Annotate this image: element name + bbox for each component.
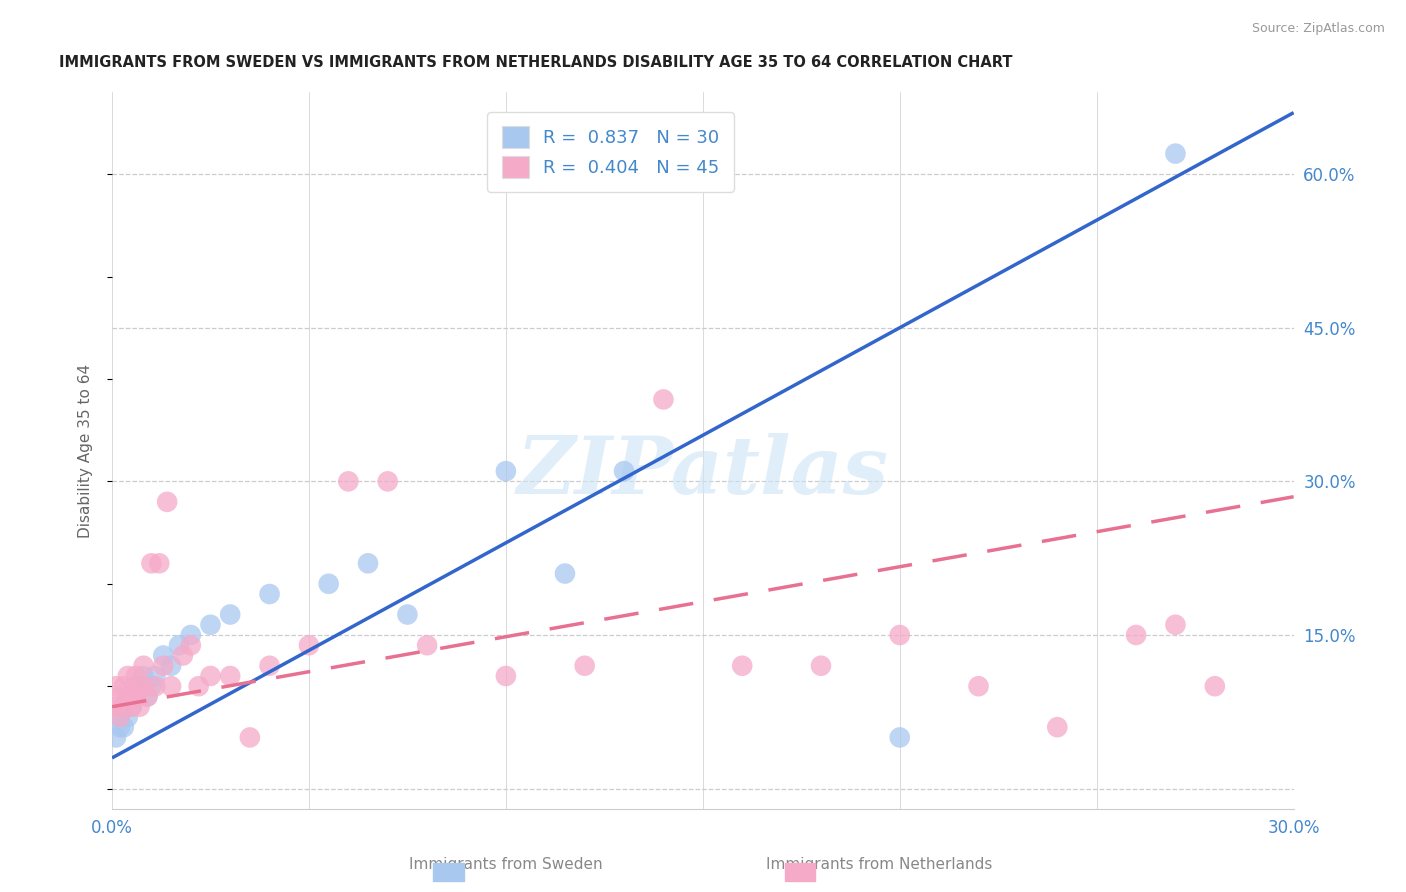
Point: [143, 669, 166, 683]
Point: [141, 557, 163, 571]
Point: [124, 669, 146, 683]
Point: [377, 475, 399, 489]
Point: [148, 557, 170, 571]
Point: [117, 669, 139, 683]
Point: [810, 658, 832, 673]
Point: [112, 699, 135, 714]
Text: Source: ZipAtlas.com: Source: ZipAtlas.com: [1251, 22, 1385, 36]
Point: [554, 566, 576, 581]
Y-axis label: Disability Age 35 to 64: Disability Age 35 to 64: [79, 364, 93, 538]
Point: [136, 690, 159, 704]
Point: [132, 658, 155, 673]
Point: [731, 658, 754, 673]
Point: [298, 638, 321, 652]
Point: [318, 576, 340, 591]
Point: [132, 669, 155, 683]
Point: [112, 699, 135, 714]
Point: [117, 690, 139, 704]
Point: [160, 679, 183, 693]
Point: [613, 464, 636, 478]
Point: [1164, 146, 1187, 161]
Point: [104, 731, 127, 745]
Point: [112, 720, 135, 734]
Point: [889, 731, 911, 745]
Point: [652, 392, 675, 407]
Point: [1046, 720, 1069, 734]
Point: [200, 617, 222, 632]
Point: [180, 628, 202, 642]
Point: [187, 679, 209, 693]
Point: [108, 720, 131, 734]
Point: [396, 607, 419, 622]
Point: [219, 607, 242, 622]
Point: [259, 658, 281, 673]
Point: [152, 648, 174, 663]
Point: [143, 679, 166, 693]
Point: [124, 690, 146, 704]
Point: [889, 628, 911, 642]
Point: [112, 679, 135, 693]
Point: [259, 587, 281, 601]
Point: [357, 557, 380, 571]
Point: [128, 679, 150, 693]
Text: Immigrants from Netherlands: Immigrants from Netherlands: [765, 857, 993, 872]
Point: [416, 638, 439, 652]
Text: IMMIGRANTS FROM SWEDEN VS IMMIGRANTS FROM NETHERLANDS DISABILITY AGE 35 TO 64 CO: IMMIGRANTS FROM SWEDEN VS IMMIGRANTS FRO…: [59, 55, 1012, 70]
Point: [117, 690, 139, 704]
Point: [167, 638, 190, 652]
Point: [156, 495, 179, 509]
Point: [136, 690, 159, 704]
Text: ZIPatlas: ZIPatlas: [517, 434, 889, 511]
Legend: R =  0.837   N = 30, R =  0.404   N = 45: R = 0.837 N = 30, R = 0.404 N = 45: [488, 112, 734, 192]
Point: [495, 669, 517, 683]
Point: [1204, 679, 1226, 693]
Point: [574, 658, 596, 673]
Point: [128, 679, 150, 693]
Point: [108, 710, 131, 724]
Point: [104, 679, 127, 693]
Point: [337, 475, 360, 489]
Point: [124, 690, 146, 704]
Point: [160, 658, 183, 673]
Point: [239, 731, 262, 745]
Point: [1164, 617, 1187, 632]
Point: [200, 669, 222, 683]
Point: [152, 658, 174, 673]
Point: [967, 679, 990, 693]
Point: [124, 679, 146, 693]
Point: [121, 699, 143, 714]
Point: [121, 699, 143, 714]
Point: [180, 638, 202, 652]
Point: [104, 699, 127, 714]
Point: [121, 690, 143, 704]
Point: [219, 669, 242, 683]
Point: [128, 699, 150, 714]
Point: [108, 710, 131, 724]
Point: [495, 464, 517, 478]
Point: [1125, 628, 1147, 642]
Point: [141, 679, 163, 693]
Point: [132, 679, 155, 693]
Point: [172, 648, 194, 663]
Point: [117, 710, 139, 724]
Text: Immigrants from Sweden: Immigrants from Sweden: [409, 857, 603, 872]
Point: [108, 690, 131, 704]
